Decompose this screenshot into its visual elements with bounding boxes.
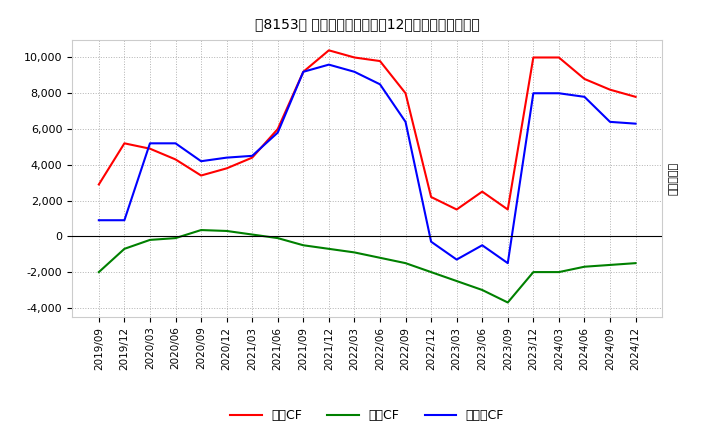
Line: 投資CF: 投資CF — [99, 230, 636, 302]
営業CF — [222, 166, 231, 171]
営業CF — [145, 146, 154, 151]
営業CF — [401, 91, 410, 96]
フリーCF — [554, 91, 563, 96]
投資CF — [350, 250, 359, 255]
営業CF — [478, 189, 487, 194]
フリーCF — [274, 130, 282, 135]
フリーCF — [197, 158, 205, 164]
投資CF — [580, 264, 589, 269]
営業CF — [580, 76, 589, 81]
営業CF — [529, 55, 538, 60]
営業CF — [299, 69, 307, 74]
フリーCF — [299, 69, 307, 74]
フリーCF — [94, 218, 103, 223]
投資CF — [529, 269, 538, 275]
営業CF — [554, 55, 563, 60]
投資CF — [325, 246, 333, 252]
Title: 【8153】 キャッシュフローの12か月移動合計の推移: 【8153】 キャッシュフローの12か月移動合計の推移 — [255, 18, 480, 32]
営業CF — [197, 173, 205, 178]
営業CF — [120, 141, 129, 146]
営業CF — [94, 182, 103, 187]
フリーCF — [222, 155, 231, 160]
フリーCF — [350, 69, 359, 74]
投資CF — [299, 242, 307, 248]
フリーCF — [145, 141, 154, 146]
営業CF — [350, 55, 359, 60]
投資CF — [554, 269, 563, 275]
フリーCF — [606, 119, 614, 125]
フリーCF — [401, 119, 410, 125]
投資CF — [197, 227, 205, 233]
営業CF — [274, 126, 282, 132]
営業CF — [606, 87, 614, 92]
投資CF — [606, 262, 614, 268]
営業CF — [325, 48, 333, 53]
フリーCF — [478, 242, 487, 248]
Legend: 営業CF, 投資CF, フリーCF: 営業CF, 投資CF, フリーCF — [225, 404, 509, 427]
投資CF — [452, 279, 461, 284]
フリーCF — [171, 141, 180, 146]
フリーCF — [325, 62, 333, 67]
投資CF — [248, 232, 256, 237]
フリーCF — [580, 94, 589, 99]
投資CF — [427, 269, 436, 275]
投資CF — [503, 300, 512, 305]
営業CF — [503, 207, 512, 212]
営業CF — [452, 207, 461, 212]
投資CF — [171, 235, 180, 241]
投資CF — [631, 260, 640, 266]
フリーCF — [452, 257, 461, 262]
Line: 営業CF: 営業CF — [99, 50, 636, 209]
営業CF — [631, 94, 640, 99]
投資CF — [376, 255, 384, 260]
営業CF — [171, 157, 180, 162]
Text: （百万円）: （百万円） — [668, 161, 678, 195]
投資CF — [401, 260, 410, 266]
フリーCF — [376, 82, 384, 87]
投資CF — [94, 269, 103, 275]
営業CF — [427, 194, 436, 200]
投資CF — [145, 237, 154, 242]
フリーCF — [529, 91, 538, 96]
フリーCF — [427, 239, 436, 244]
投資CF — [274, 235, 282, 241]
営業CF — [248, 155, 256, 160]
フリーCF — [503, 260, 512, 266]
投資CF — [120, 246, 129, 252]
フリーCF — [120, 218, 129, 223]
フリーCF — [631, 121, 640, 126]
フリーCF — [248, 153, 256, 158]
Line: フリーCF: フリーCF — [99, 65, 636, 263]
投資CF — [222, 228, 231, 234]
営業CF — [376, 59, 384, 64]
投資CF — [478, 287, 487, 293]
